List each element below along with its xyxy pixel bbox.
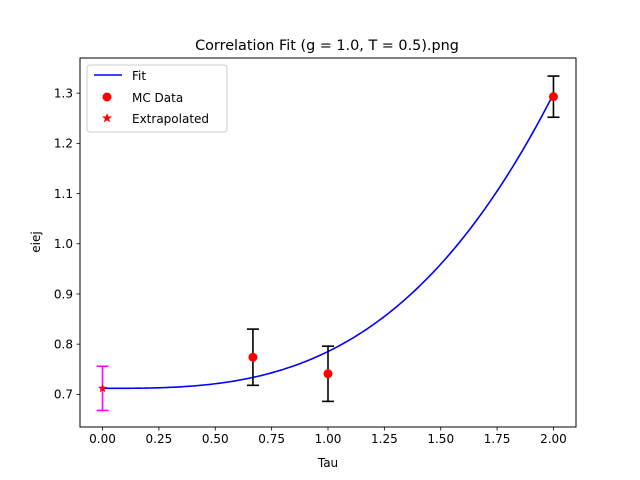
legend-fit-label: Fit: [132, 69, 146, 83]
x-axis-ticks: 0.00 0.25 0.50 0.75 1.00 1.25 1.50 1.75 2.00: [89, 427, 567, 446]
x-tick-label: 0.75: [258, 432, 285, 446]
legend-mc-data-marker-icon: [102, 92, 112, 102]
legend-extrapolated-star-icon: [101, 113, 113, 123]
chart-title: Correlation Fit (g = 1.0, T = 0.5).png: [195, 38, 459, 54]
x-tick-label: 0.50: [202, 432, 229, 446]
x-tick-label: 1.00: [315, 432, 342, 446]
x-tick-label: 2.00: [540, 432, 567, 446]
plot-area: [96, 75, 560, 412]
y-tick-label: 1.0: [54, 237, 73, 251]
axes-frame: [79, 57, 577, 428]
mc-data-point: [248, 352, 258, 362]
y-axis-ticks: 0.7 0.8 0.9 1.0 1.1 1.2 1.3: [54, 86, 80, 402]
x-tick-label: 1.25: [371, 432, 398, 446]
x-tick-label: 1.75: [484, 432, 511, 446]
y-tick-label: 1.1: [54, 187, 73, 201]
x-tick-label: 0.00: [89, 432, 116, 446]
x-tick-label: 1.50: [427, 432, 454, 446]
mc-data-point: [323, 369, 333, 379]
extrapolated-point: [98, 383, 108, 393]
y-tick-label: 0.7: [54, 388, 73, 402]
y-axis-label: eiej: [29, 231, 43, 252]
y-tick-label: 1.3: [54, 86, 73, 100]
y-tick-label: 0.9: [54, 287, 73, 301]
mc-data-point: [548, 92, 558, 102]
legend-mc-data-label: MC Data: [132, 91, 183, 105]
y-tick-label: 0.8: [54, 337, 73, 351]
x-axis-label: Tau: [317, 456, 338, 470]
legend: Fit MC Data Extrapolated: [86, 64, 228, 133]
x-tick-label: 0.25: [146, 432, 173, 446]
y-tick-label: 1.2: [54, 137, 73, 151]
legend-extrapolated-label: Extrapolated: [132, 112, 209, 126]
legend-box: [86, 64, 228, 133]
